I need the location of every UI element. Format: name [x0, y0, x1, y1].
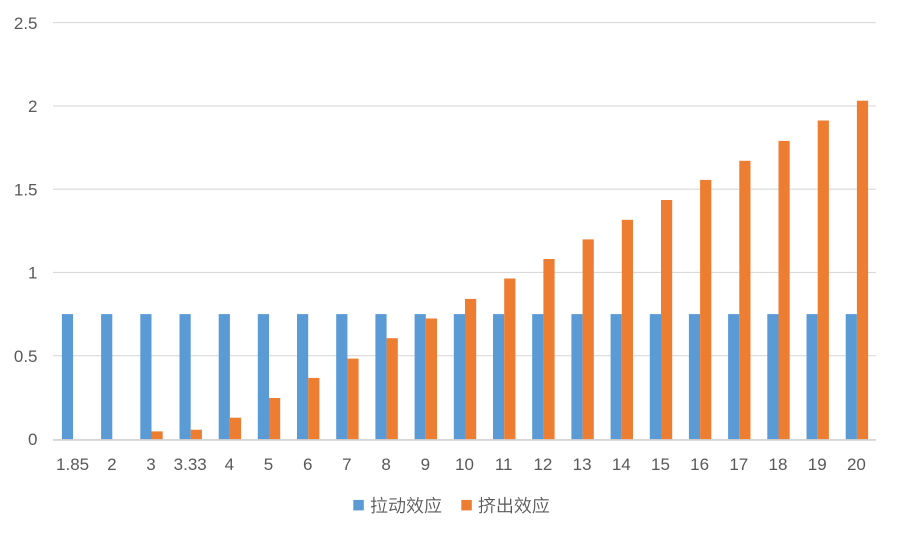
svg-text:4: 4 — [225, 455, 234, 474]
svg-text:9: 9 — [421, 455, 430, 474]
svg-text:3.33: 3.33 — [174, 455, 207, 474]
svg-text:18: 18 — [769, 455, 788, 474]
svg-text:13: 13 — [573, 455, 592, 474]
svg-text:2: 2 — [28, 97, 37, 116]
svg-text:10: 10 — [455, 455, 474, 474]
svg-text:6: 6 — [303, 455, 312, 474]
svg-text:14: 14 — [612, 455, 631, 474]
svg-text:17: 17 — [729, 455, 748, 474]
svg-text:20: 20 — [847, 455, 866, 474]
svg-text:7: 7 — [342, 455, 351, 474]
svg-text:1.5: 1.5 — [14, 180, 38, 199]
svg-text:1: 1 — [28, 264, 37, 283]
svg-text:1.85: 1.85 — [56, 455, 89, 474]
svg-text:0.5: 0.5 — [14, 347, 38, 366]
svg-text:19: 19 — [808, 455, 827, 474]
svg-text:2: 2 — [107, 455, 116, 474]
svg-text:15: 15 — [651, 455, 670, 474]
svg-text:0: 0 — [28, 430, 37, 449]
svg-text:8: 8 — [381, 455, 390, 474]
svg-text:16: 16 — [690, 455, 709, 474]
svg-text:3: 3 — [146, 455, 155, 474]
svg-text:12: 12 — [533, 455, 552, 474]
svg-text:11: 11 — [495, 455, 513, 474]
svg-text:5: 5 — [264, 455, 273, 474]
svg-text:2.5: 2.5 — [14, 14, 38, 33]
